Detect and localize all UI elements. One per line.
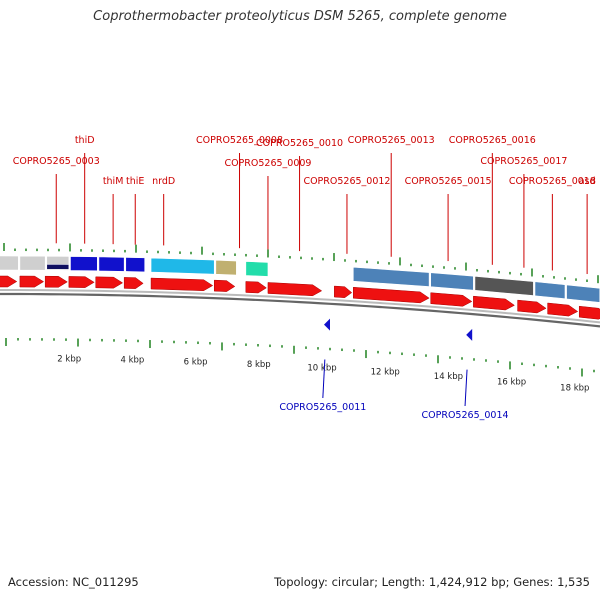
ruler-label: 2 kbp xyxy=(57,354,81,364)
reverse-strand-markers xyxy=(324,318,473,341)
gene-label: COPRO5265_0011 xyxy=(279,402,366,413)
feature-block xyxy=(215,259,237,276)
cds-arrow xyxy=(68,276,95,288)
backbone-line xyxy=(0,292,600,328)
cds-arrow xyxy=(245,281,267,294)
ruler-label: 6 kbp xyxy=(184,357,208,367)
feature-block xyxy=(98,256,125,272)
gene-label: thiE xyxy=(126,176,144,187)
feature-block xyxy=(125,257,146,273)
feature-block xyxy=(474,275,534,296)
cds-arrow xyxy=(123,277,144,289)
cds-arrow xyxy=(334,285,353,298)
cds-arrow xyxy=(578,305,600,320)
gene-label: COPRO5265_0003 xyxy=(13,156,100,167)
cds-arrow xyxy=(547,302,579,317)
reverse-gene-marker xyxy=(324,318,330,331)
outer-tick-ring xyxy=(3,243,599,284)
cds-arrow xyxy=(213,279,236,292)
figure-title: Coprothermobacter proteolyticus DSM 5265… xyxy=(93,9,507,24)
gene-label: COPRO5265_0014 xyxy=(422,410,509,421)
ruler-label: 16 kbp xyxy=(497,378,526,388)
gene-leader-line xyxy=(322,359,326,399)
cds-arrow xyxy=(473,295,515,311)
cds-arrow xyxy=(430,292,473,307)
cds-track xyxy=(0,275,600,320)
gene-label: COPRO5265_0016 xyxy=(449,135,536,146)
gene-label: COPRO5265_0018 xyxy=(509,176,596,187)
inner-tick-ring xyxy=(5,338,595,377)
ruler-label: 12 kbp xyxy=(371,367,400,377)
kbp-ruler: 2 kbp 4 kbp 6 kbp 8 kbp 10 kbp 12 kbp 14 kbp 16… xyxy=(57,354,589,393)
backbone-line xyxy=(0,289,600,324)
gene-label: COPRO5265_0015 xyxy=(405,176,492,187)
feature-block xyxy=(70,256,98,272)
feature-block xyxy=(534,281,566,300)
cds-arrow xyxy=(353,286,430,304)
ruler-label: 8 kbp xyxy=(247,360,271,370)
cds-arrow xyxy=(95,276,124,289)
feature-block xyxy=(352,266,430,287)
gene-label: thiM xyxy=(103,176,124,187)
ruler-label: 4 kbp xyxy=(120,356,144,366)
ruler-label: 10 kbp xyxy=(307,363,336,373)
cds-arrow xyxy=(267,282,323,297)
cds-arrow xyxy=(150,277,214,291)
feature-block xyxy=(245,261,269,277)
genome-summary-text: Topology: circular; Length: 1,424,912 bp… xyxy=(274,575,590,589)
cds-arrow xyxy=(0,275,18,288)
ruler-label: 14 kbp xyxy=(434,372,463,382)
accession-text: Accession: NC_011295 xyxy=(8,575,139,589)
gene-label: COPRO5265_0009 xyxy=(224,158,311,169)
gene-label: COPRO5265_0012 xyxy=(303,176,390,187)
genome-backbone xyxy=(0,289,600,328)
cds-arrow xyxy=(517,299,547,314)
top-gene-labels: COPRO5265_0003 thiD thiM thiE nrdD COPRO5265_… xyxy=(13,135,596,275)
feature-block xyxy=(19,255,46,271)
gene-leader-line xyxy=(464,369,468,407)
gene-label: thiD xyxy=(75,135,95,146)
gene-label: COPRO5265_0008 xyxy=(196,135,283,146)
gene-label: COPRO5265_0010 xyxy=(256,138,343,149)
feature-block xyxy=(566,284,600,303)
reverse-gene-marker xyxy=(466,328,473,341)
gene-label: nrdD xyxy=(152,176,175,187)
gene-label: COPRO5265_0017 xyxy=(480,156,567,167)
feature-track xyxy=(0,255,600,303)
feature-block xyxy=(46,263,70,270)
bottom-gene-labels: COPRO5265_0011 COPRO5265_0014 xyxy=(279,359,509,421)
ruler-label: 18 kbp xyxy=(560,384,589,394)
cds-arrow xyxy=(19,275,45,288)
feature-block xyxy=(0,255,19,271)
feature-block xyxy=(150,257,215,275)
cds-arrow xyxy=(44,275,68,288)
gene-label: asd xyxy=(579,176,596,187)
feature-block xyxy=(430,272,474,291)
gene-label: COPRO5265_0013 xyxy=(348,135,435,146)
